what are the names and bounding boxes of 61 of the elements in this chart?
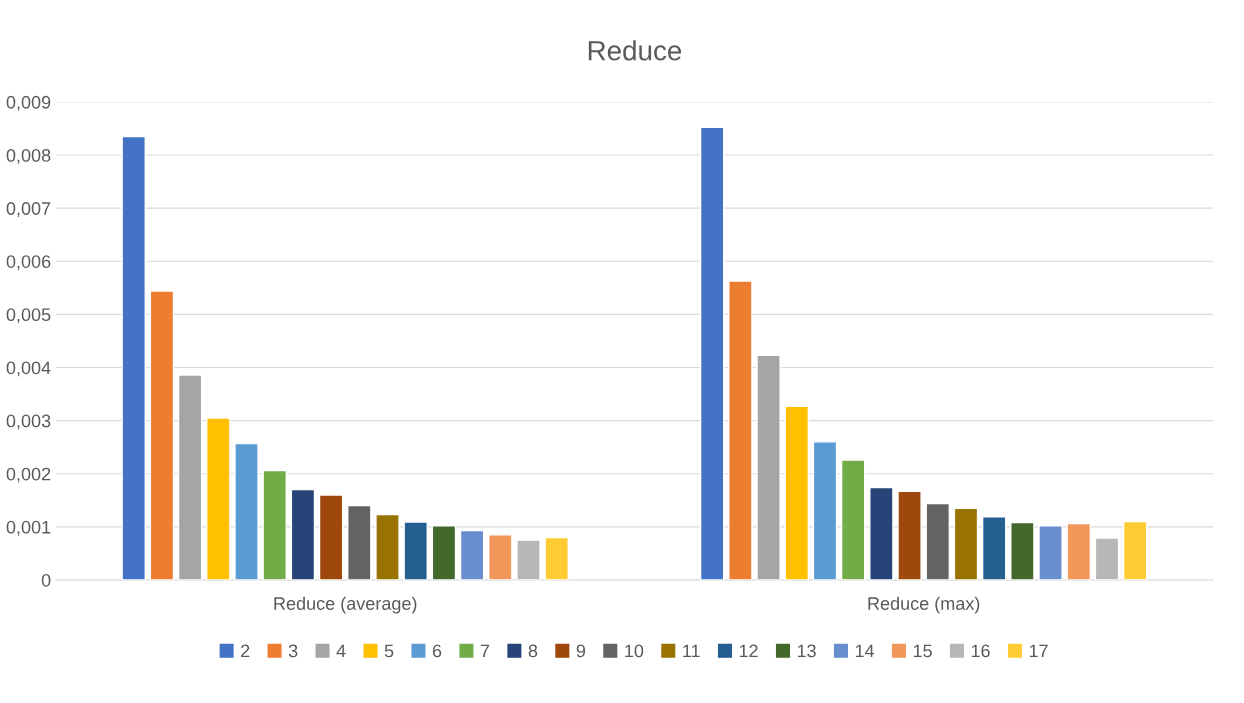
y-tick-label: 0,007 (6, 202, 51, 218)
legend-label: 14 (855, 644, 875, 658)
bar (431, 525, 457, 580)
bar (1010, 521, 1035, 580)
bar (488, 534, 513, 580)
x-tick-label: Reduce (max) (868, 596, 980, 614)
legend-label: 5 (384, 644, 394, 658)
y-tick-label: 0,001 (6, 520, 51, 536)
bar (756, 354, 781, 580)
legend-label: 9 (576, 644, 586, 658)
bar (149, 290, 175, 580)
bar (784, 405, 810, 580)
y-tick-label: 0,006 (6, 255, 51, 271)
legend-label: 6 (432, 644, 442, 658)
bar (1038, 525, 1063, 580)
bar (699, 126, 725, 580)
bar (1066, 522, 1092, 580)
y-tick-label: 0 (41, 573, 51, 587)
bar (981, 516, 1007, 580)
bar (812, 441, 838, 580)
y-tick-label: 0,008 (6, 148, 51, 164)
bar (869, 486, 894, 580)
y-tick-label: 0,009 (6, 95, 51, 111)
bar (234, 442, 259, 580)
legend-label: 8 (528, 644, 538, 658)
bar (121, 135, 146, 580)
legend-label: 16 (971, 644, 990, 658)
bar (177, 374, 203, 580)
legend-label: 4 (336, 644, 346, 658)
bar (516, 539, 541, 580)
bar (897, 490, 922, 580)
x-tick-label: Reduce (average) (274, 596, 417, 614)
bar (347, 504, 372, 580)
y-tick-label: 0,005 (6, 308, 51, 324)
y-tick-label: 0,003 (6, 414, 51, 430)
bar (375, 513, 400, 580)
bar (459, 529, 485, 580)
legend-label: 7 (480, 644, 490, 658)
bar (953, 507, 979, 580)
legend-label: 13 (797, 644, 816, 658)
bar (262, 469, 287, 580)
bar (1094, 537, 1120, 580)
bar (1122, 520, 1148, 580)
legend-label: 3 (288, 644, 298, 658)
y-tick-label: 0,004 (6, 361, 51, 377)
bar (925, 502, 951, 580)
legend-label: 10 (625, 644, 644, 658)
legend-label: 2 (241, 644, 250, 658)
bar (544, 536, 569, 580)
y-tick-label: 0,002 (6, 467, 51, 483)
bar (318, 494, 344, 580)
bar (206, 417, 231, 580)
bar (290, 488, 316, 580)
legend-label: 17 (1029, 644, 1048, 658)
bar (728, 280, 753, 580)
legend-label: 12 (739, 644, 758, 658)
chart-title: Reduce (588, 40, 682, 61)
legend-label: 11 (683, 644, 700, 658)
bar (403, 521, 428, 580)
legend-label: 15 (913, 644, 932, 658)
bar (840, 459, 866, 580)
